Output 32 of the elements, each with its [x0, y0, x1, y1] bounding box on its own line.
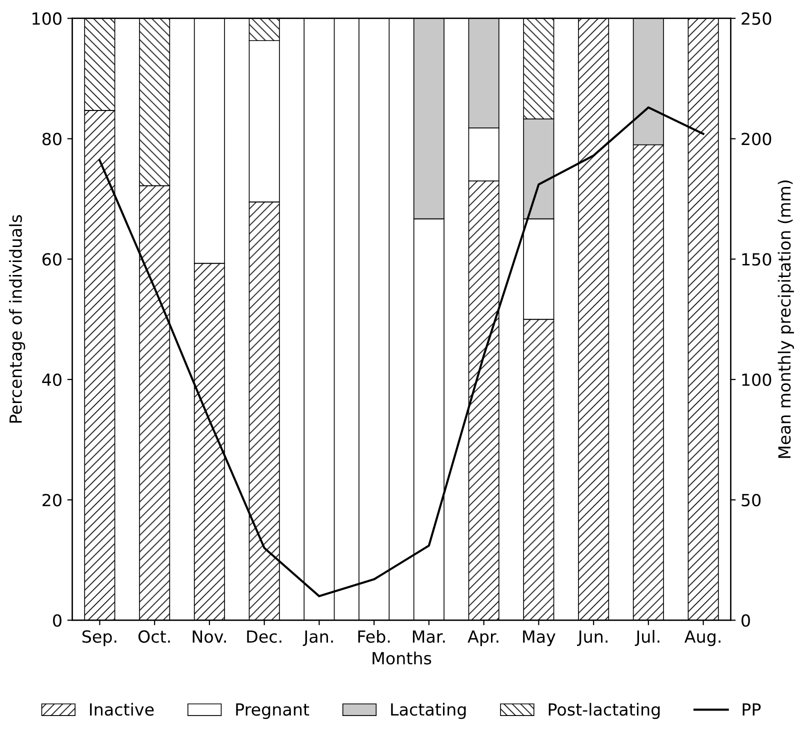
- y-tick-label: 60: [42, 253, 62, 266]
- y-tick-label: 20: [42, 494, 62, 506]
- y-tick-label: 100: [32, 12, 62, 25]
- y2-tick-label: 100: [742, 373, 772, 386]
- x-tick-label: Feb.: [358, 630, 390, 643]
- x-tick-label: Sep.: [82, 630, 116, 646]
- legend-label: Lactating: [391, 702, 466, 719]
- x-tick-label: Mar.: [412, 630, 445, 643]
- y-tick-label: 80: [42, 132, 62, 146]
- x-tick-label: Jun.: [577, 630, 608, 646]
- y-tick-label: 40: [42, 373, 62, 386]
- legend-label: Inactive: [90, 702, 154, 716]
- x-tick-label: May: [523, 630, 556, 646]
- legend-label: Pregnant: [236, 703, 310, 719]
- x-tick-label: Jan.: [302, 630, 333, 646]
- y2-tick-label: 0: [742, 614, 750, 627]
- y2-tick-label: 200: [742, 132, 772, 146]
- y2-tick-label: 150: [742, 253, 772, 266]
- legend-label: PP: [742, 703, 761, 716]
- x-axis-title: Months: [372, 652, 432, 665]
- y2-tick-label: 50: [742, 494, 761, 506]
- legend-label: Post-lactating: [548, 702, 660, 719]
- x-tick-label: Jul.: [634, 630, 660, 646]
- x-tick-label: Aug.: [684, 630, 720, 646]
- y2-tick-label: 250: [742, 12, 772, 25]
- x-tick-label: Oct.: [138, 630, 170, 643]
- x-tick-label: Apr.: [468, 630, 498, 646]
- y2-axis-title: Mean monthly precipitation (mm): [778, 180, 794, 458]
- x-tick-label: Dec.: [247, 630, 282, 643]
- y-tick-label: 0: [53, 614, 62, 627]
- y-axis-title: Percentage of individuals: [9, 215, 26, 423]
- x-tick-label: Nov.: [192, 630, 226, 643]
